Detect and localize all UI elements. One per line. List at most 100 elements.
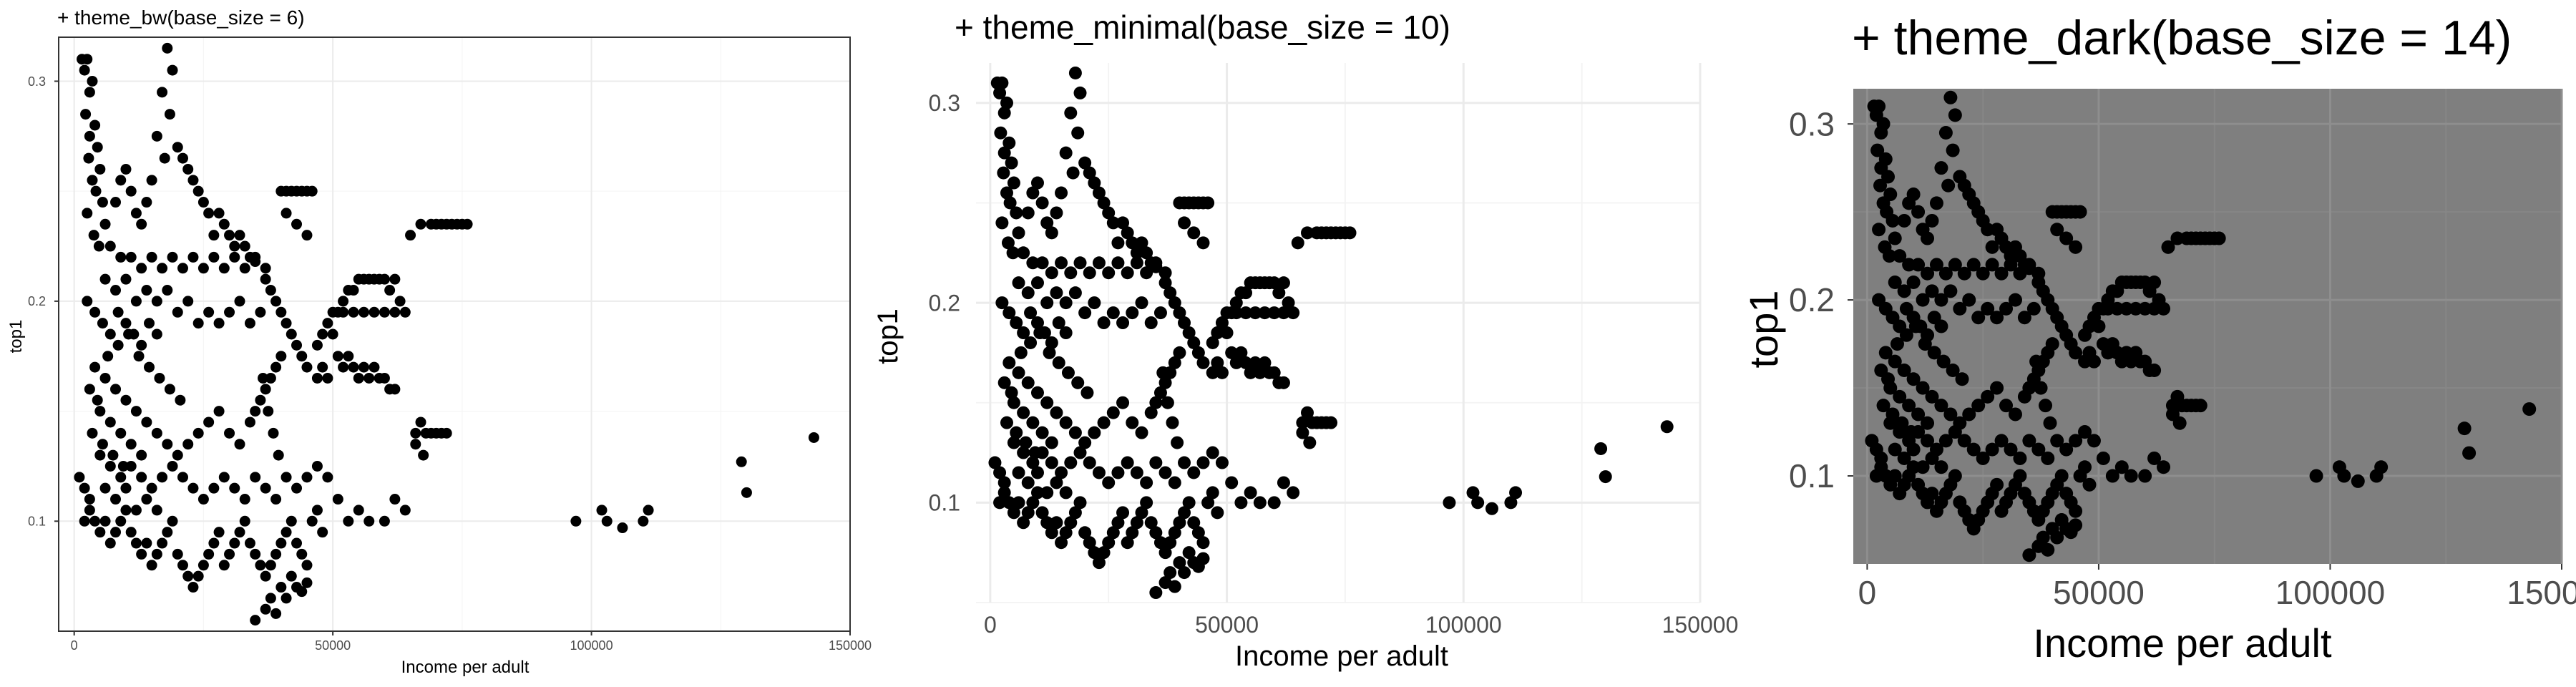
data-point <box>157 537 168 549</box>
data-point <box>1885 407 1900 422</box>
panel-bw-border <box>58 36 851 632</box>
data-point <box>1140 266 1153 280</box>
data-point <box>338 306 349 318</box>
data-point <box>322 372 333 384</box>
data-point <box>280 472 292 483</box>
data-point <box>1206 366 1219 379</box>
data-point <box>2212 231 2226 245</box>
data-point <box>80 109 92 120</box>
data-point <box>1021 506 1035 520</box>
data-point <box>1073 446 1087 459</box>
data-point <box>997 476 1011 489</box>
data-point <box>120 318 132 329</box>
data-point <box>151 505 162 516</box>
data-point <box>263 406 274 417</box>
data-point <box>1234 496 1248 510</box>
y-tick-label: 0.3 <box>929 90 960 116</box>
panel-minimal-points <box>988 66 1674 600</box>
data-point <box>1946 143 1960 157</box>
data-point <box>399 505 411 516</box>
data-point <box>348 361 359 373</box>
data-point <box>1021 286 1035 300</box>
data-point <box>311 372 323 384</box>
data-point <box>291 339 303 351</box>
data-point <box>1904 425 1918 439</box>
data-point <box>84 505 95 516</box>
data-point <box>260 482 271 494</box>
data-point <box>1001 236 1015 250</box>
data-point <box>280 593 292 604</box>
data-point <box>1911 407 1926 422</box>
data-point <box>1191 526 1205 540</box>
panel-dark-x-ticks: 0 50000 100000 150000 <box>1858 564 2576 611</box>
data-point <box>1934 161 1948 175</box>
data-point <box>2078 425 2092 439</box>
data-point <box>1258 356 1272 369</box>
data-point <box>141 537 152 549</box>
data-point <box>213 318 225 329</box>
data-point <box>1881 372 1896 386</box>
data-point <box>1303 436 1317 449</box>
data-point <box>203 416 215 428</box>
data-point <box>94 163 106 175</box>
data-point <box>1116 216 1130 230</box>
data-point <box>1158 266 1172 280</box>
data-point <box>1030 176 1044 190</box>
data-point <box>1158 466 1172 479</box>
data-point <box>2114 460 2129 474</box>
data-point <box>1902 399 1916 413</box>
data-point <box>1211 506 1224 520</box>
panel-minimal-xlabel: Income per adult <box>1235 640 1448 672</box>
data-point <box>203 548 215 560</box>
data-point <box>1116 316 1130 330</box>
data-point <box>208 230 220 241</box>
data-point <box>89 306 101 318</box>
data-point <box>141 285 152 296</box>
data-point <box>1050 206 1063 220</box>
data-point <box>1201 196 1215 210</box>
data-point <box>1002 306 1016 320</box>
data-point <box>265 560 276 571</box>
data-point <box>1934 460 1948 474</box>
data-point <box>1068 286 1082 300</box>
data-point <box>2082 477 2097 492</box>
data-point <box>120 482 132 494</box>
data-point <box>1073 496 1087 510</box>
data-point <box>1938 125 1953 140</box>
data-point <box>141 197 152 208</box>
data-point <box>1893 389 1907 404</box>
data-point <box>270 494 282 505</box>
data-point <box>92 142 103 153</box>
data-point <box>1873 178 1888 193</box>
data-point <box>260 384 271 395</box>
data-point <box>1166 416 1179 429</box>
data-point <box>1168 296 1181 310</box>
data-point <box>1906 372 1921 386</box>
x-tick-label: 150000 <box>2507 574 2576 611</box>
data-point <box>1187 226 1201 240</box>
data-point <box>197 560 209 571</box>
data-point <box>1163 566 1177 580</box>
data-point <box>1324 416 1338 429</box>
data-point <box>1121 536 1134 550</box>
data-point <box>1187 336 1201 349</box>
data-point <box>115 472 127 483</box>
data-point <box>130 208 142 219</box>
data-point <box>260 570 271 582</box>
data-point <box>1010 206 1023 220</box>
data-point <box>638 515 649 527</box>
data-point <box>1893 319 1907 333</box>
data-point <box>2374 460 2389 474</box>
data-point <box>125 185 137 197</box>
data-point <box>1059 326 1073 339</box>
data-point <box>741 487 752 498</box>
data-point <box>418 449 429 461</box>
panel-minimal: + theme_minimal(base_size = 10) top1 Inc… <box>872 9 1738 672</box>
data-point <box>125 460 137 472</box>
data-point <box>1144 406 1158 419</box>
data-point <box>159 152 170 164</box>
data-point <box>151 328 162 340</box>
data-point <box>1267 276 1281 290</box>
data-point <box>99 372 111 384</box>
